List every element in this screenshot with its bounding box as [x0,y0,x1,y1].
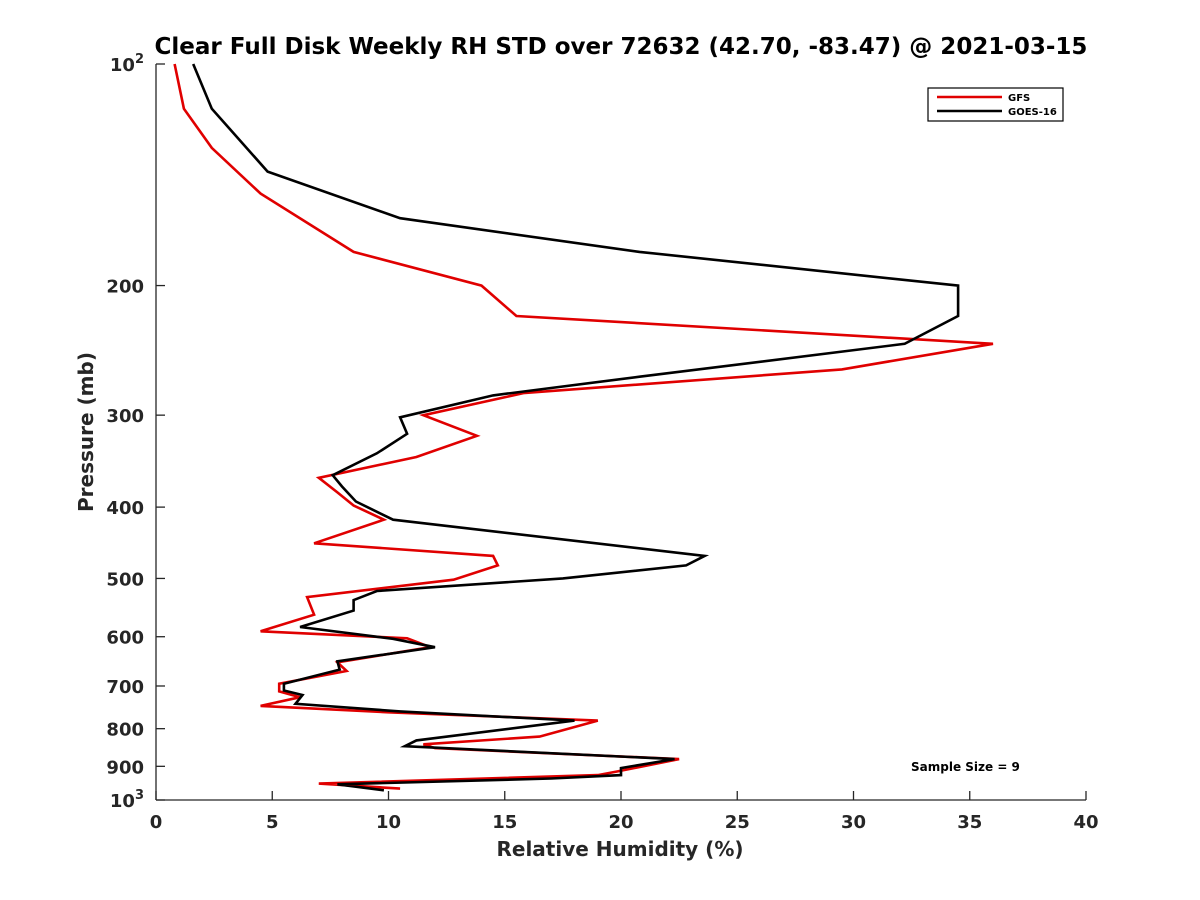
chart-title: Clear Full Disk Weekly RH STD over 72632… [155,34,1088,60]
y-tick-label-0: 102 [110,52,144,76]
y-tick-label-8: 900 [106,757,144,778]
x-axis-label: Relative Humidity (%) [496,837,743,861]
y-tick-label-3: 400 [106,498,144,519]
x-axis-ticks: 0 5 10 15 20 25 30 35 40 [150,791,1099,833]
plot-area [156,64,1086,800]
y-tick-label-7: 800 [106,720,144,741]
x-tick-label-5: 25 [725,812,750,833]
legend-label-gfs: GFS [1008,93,1030,104]
y-tick-label-6: 700 [106,677,144,698]
x-tick-label-2: 10 [376,812,401,833]
x-tick-label-6: 30 [841,812,866,833]
legend-label-goes16: GOES-16 [1008,107,1057,118]
y-axis-ticks: 102 200 300 400 500 600 700 800 900 103 [106,52,165,812]
y-tick-label-9: 103 [110,788,144,812]
series-layer [173,63,994,792]
y-tick-label-1: 200 [106,277,144,298]
sample-size-annotation: Sample Size = 9 [911,760,1020,774]
y-tick-label-2: 300 [106,406,144,427]
y-tick-label-5: 600 [106,628,144,649]
legend-box [927,87,1064,122]
x-tick-label-7: 35 [957,812,982,833]
x-tick-label-0: 0 [150,812,163,833]
legend: GFS GOES-16 [927,87,1064,122]
x-tick-label-4: 20 [608,812,633,833]
x-tick-label-1: 5 [266,812,279,833]
series-line-goes-16 [191,63,960,792]
y-axis-label: Pressure (mb) [74,352,98,512]
x-tick-label-3: 15 [492,812,517,833]
plot-axes: 0 5 10 15 20 25 30 35 40 102 200 300 400 500 600 700 80… [106,52,1098,833]
x-tick-label-8: 40 [1073,812,1098,833]
y-tick-label-4: 500 [106,569,144,590]
